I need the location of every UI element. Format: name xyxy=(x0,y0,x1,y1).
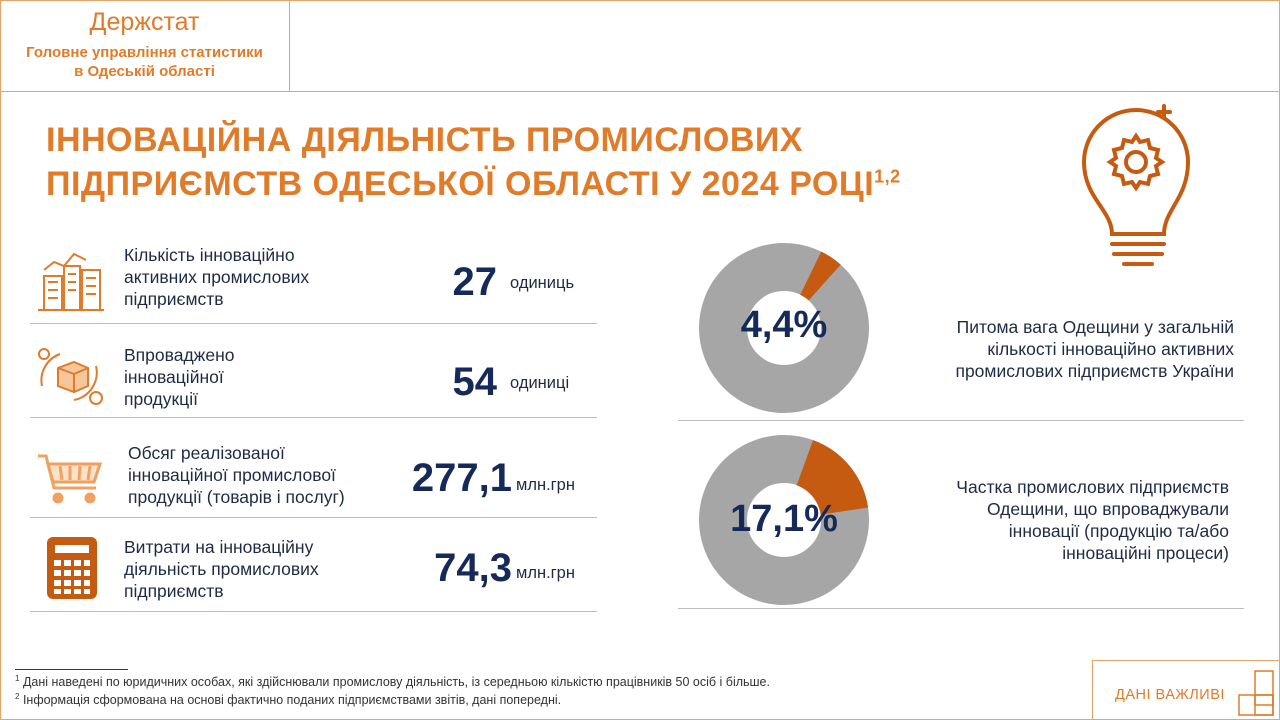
stat-value: 27 xyxy=(452,260,498,304)
page-title: ІННОВАЦІЙНА ДІЯЛЬНІСТЬ ПРОМИСЛОВИХ ПІДПР… xyxy=(46,118,1006,206)
donut-description-line: Одещини, що впроваджували xyxy=(986,499,1229,519)
stat-label-line: активних промислових xyxy=(124,267,310,287)
stat-label-line: інноваційної промислової xyxy=(128,465,336,485)
corner-label: ДАНІ ВАЖЛИВІ xyxy=(1115,687,1225,703)
donut-chart-share-ukraine xyxy=(699,243,869,413)
org-line-1: Головне управління статистики xyxy=(26,44,263,61)
stat-label-line: продукції (товарів і послуг) xyxy=(128,487,345,507)
footnote-mark: 1 xyxy=(15,674,20,683)
footnote-2: 2 Інформація сформована на основі фактич… xyxy=(15,692,561,707)
title-line-1: ІННОВАЦІЙНА ДІЯЛЬНІСТЬ ПРОМИСЛОВИХ xyxy=(46,121,803,159)
stat-unit: одиниці xyxy=(510,374,570,392)
stat-unit: млн.грн xyxy=(516,476,575,494)
donut-description-line: промислових підприємств України xyxy=(955,361,1234,381)
footnote-1: 1 Дані наведені по юридичних особах, які… xyxy=(15,674,770,689)
stat-label-line: Обсяг реалізованої xyxy=(128,443,285,463)
donut-description-line: інновації (продукцію та/або xyxy=(1008,521,1229,541)
title-line-2-text: ПІДПРИЄМСТВ ОДЕСЬКОЇ ОБЛАСТІ У 2024 РОЦІ xyxy=(46,165,875,203)
donut-value: 4,4% xyxy=(740,304,828,346)
donut-description-line: Частка промислових підприємств xyxy=(956,477,1229,497)
stat-label-line: Впроваджено xyxy=(124,345,235,365)
footnote-text: Інформація сформована на основі фактично… xyxy=(22,693,562,708)
header-divider xyxy=(289,91,1280,92)
footnote-rule xyxy=(15,669,128,670)
donut-description-line: кількості інноваційно активних xyxy=(987,339,1234,359)
stat-row-expenditures: Витрати на інноваційну діяльність промис… xyxy=(30,524,597,612)
donut-segment xyxy=(795,440,869,516)
stat-divider xyxy=(30,611,597,612)
stat-label: Впроваджено інноваційної продукції xyxy=(124,344,235,410)
stat-row-enterprises: Кількість інноваційно активних промислов… xyxy=(30,236,597,324)
title-line-2: ПІДПРИЄМСТВ ОДЕСЬКОЇ ОБЛАСТІ У 2024 РОЦІ… xyxy=(46,162,1006,206)
donut-description: Питома вага Одещини у загальній кількост… xyxy=(894,316,1234,382)
donut-divider xyxy=(678,420,1244,421)
donut-description-line: інноваційні процеси) xyxy=(1062,543,1229,563)
stat-label-line: підприємств xyxy=(124,581,224,601)
stat-row-sales-volume: Обсяг реалізованої інноваційної промисло… xyxy=(30,430,597,518)
organization-name: Головне управління статистики в Одеській… xyxy=(0,43,289,81)
stat-unit: млн.грн xyxy=(516,564,575,582)
footnote-text: Дані наведені по юридичних особах, які з… xyxy=(22,675,770,690)
calculator-icon xyxy=(47,537,97,599)
stat-label: Кількість інноваційно активних промислов… xyxy=(124,244,309,310)
header-logo-block: Держстат Головне управління статистики в… xyxy=(0,0,290,92)
stat-label-line: Кількість інноваційно xyxy=(124,245,295,265)
donut-value: 17,1% xyxy=(730,498,838,540)
donut-segment xyxy=(799,251,841,301)
donut-divider xyxy=(678,608,1244,609)
stat-label-line: підприємств xyxy=(124,289,224,309)
stat-value: 277,1 xyxy=(411,456,512,500)
title-footnote-marks: 1,2 xyxy=(874,166,901,187)
stat-divider xyxy=(30,417,597,418)
stat-value: 54 xyxy=(452,360,498,404)
stat-label-line: продукції xyxy=(124,389,198,409)
stat-row-products: Впроваджено інноваційної продукції 54 од… xyxy=(30,330,597,418)
org-line-2: в Одеській області xyxy=(74,63,215,80)
squares-logo-icon xyxy=(1238,670,1274,716)
stat-label: Витрати на інноваційну діяльність промис… xyxy=(124,536,319,602)
lightbulb-gear-icon xyxy=(1081,104,1191,266)
innovation-product-cycle-icon xyxy=(38,348,103,405)
footnote-mark: 2 xyxy=(15,692,20,701)
stat-divider xyxy=(30,517,597,518)
donut-description: Частка промислових підприємств Одещини, … xyxy=(889,476,1229,564)
stat-label-line: діяльність промислових xyxy=(124,559,319,579)
donut-description-line: Питома вага Одещини у загальній xyxy=(956,317,1234,337)
shopping-cart-icon xyxy=(38,454,103,504)
donut-rest-ring xyxy=(699,243,869,413)
stat-label-line: інноваційної xyxy=(124,367,224,387)
donut-rest-ring xyxy=(699,435,869,605)
corner-badge: ДАНІ ВАЖЛИВІ xyxy=(1092,660,1280,720)
stat-label-line: Витрати на інноваційну xyxy=(124,537,314,557)
brand-name: Держстат xyxy=(89,8,200,36)
donut-chart-share-innovators xyxy=(699,435,869,605)
stat-divider xyxy=(30,323,597,324)
stat-value: 74,3 xyxy=(434,546,512,590)
stat-unit: одиниць xyxy=(510,274,575,292)
stat-label: Обсяг реалізованої інноваційної промисло… xyxy=(128,442,345,508)
industrial-buildings-icon xyxy=(38,252,104,311)
